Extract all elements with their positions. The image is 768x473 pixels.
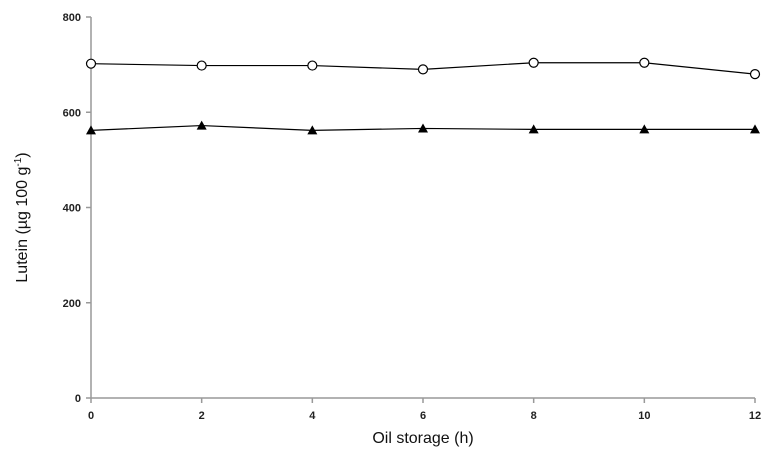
x-tick-label: 0	[88, 410, 94, 422]
data-point-circle	[196, 60, 207, 71]
series-2	[86, 120, 760, 135]
y-tick-label: 600	[63, 107, 81, 119]
data-point-circle	[639, 57, 650, 68]
series-1	[85, 57, 761, 80]
x-tick-label: 10	[638, 410, 650, 422]
x-ticks: 0 2 4 6 8 10 12	[88, 398, 761, 422]
data-point-circle	[528, 57, 539, 68]
data-point-triangle	[196, 120, 207, 130]
data-point-triangle	[307, 125, 318, 135]
data-point-triangle	[639, 124, 650, 134]
y-axis-title-superscript: -1	[13, 157, 24, 166]
series-layer	[85, 57, 761, 135]
x-axis-title: Oil storage (h)	[372, 430, 473, 447]
data-point-triangle	[528, 124, 539, 134]
y-ticks: 0 200 400 600 800	[63, 12, 91, 405]
y-tick-label: 0	[75, 393, 81, 405]
y-axis-title-close: )	[14, 152, 31, 157]
data-point-triangle	[418, 123, 428, 133]
x-tick-label: 12	[749, 410, 761, 422]
plot-area: 0 200 400 600 800 0 2 4 6 8 10 12	[63, 12, 761, 422]
data-point-triangle	[750, 124, 760, 134]
data-point-triangle	[86, 125, 96, 135]
data-point-circle	[417, 64, 429, 75]
x-tick-label: 6	[420, 410, 426, 422]
y-tick-label: 800	[63, 12, 81, 24]
y-tick-label: 400	[63, 203, 81, 215]
data-point-circle	[85, 58, 97, 69]
y-axis-title: Lutein (µg 100 g-1)	[13, 152, 31, 282]
x-tick-label: 4	[309, 410, 316, 422]
data-point-circle	[307, 60, 318, 71]
y-axis-title-main: Lutein (µg 100 g	[14, 167, 31, 283]
x-tick-label: 2	[199, 410, 205, 422]
x-tick-label: 8	[531, 410, 537, 422]
data-point-circle	[749, 69, 761, 80]
y-tick-label: 200	[63, 298, 81, 310]
